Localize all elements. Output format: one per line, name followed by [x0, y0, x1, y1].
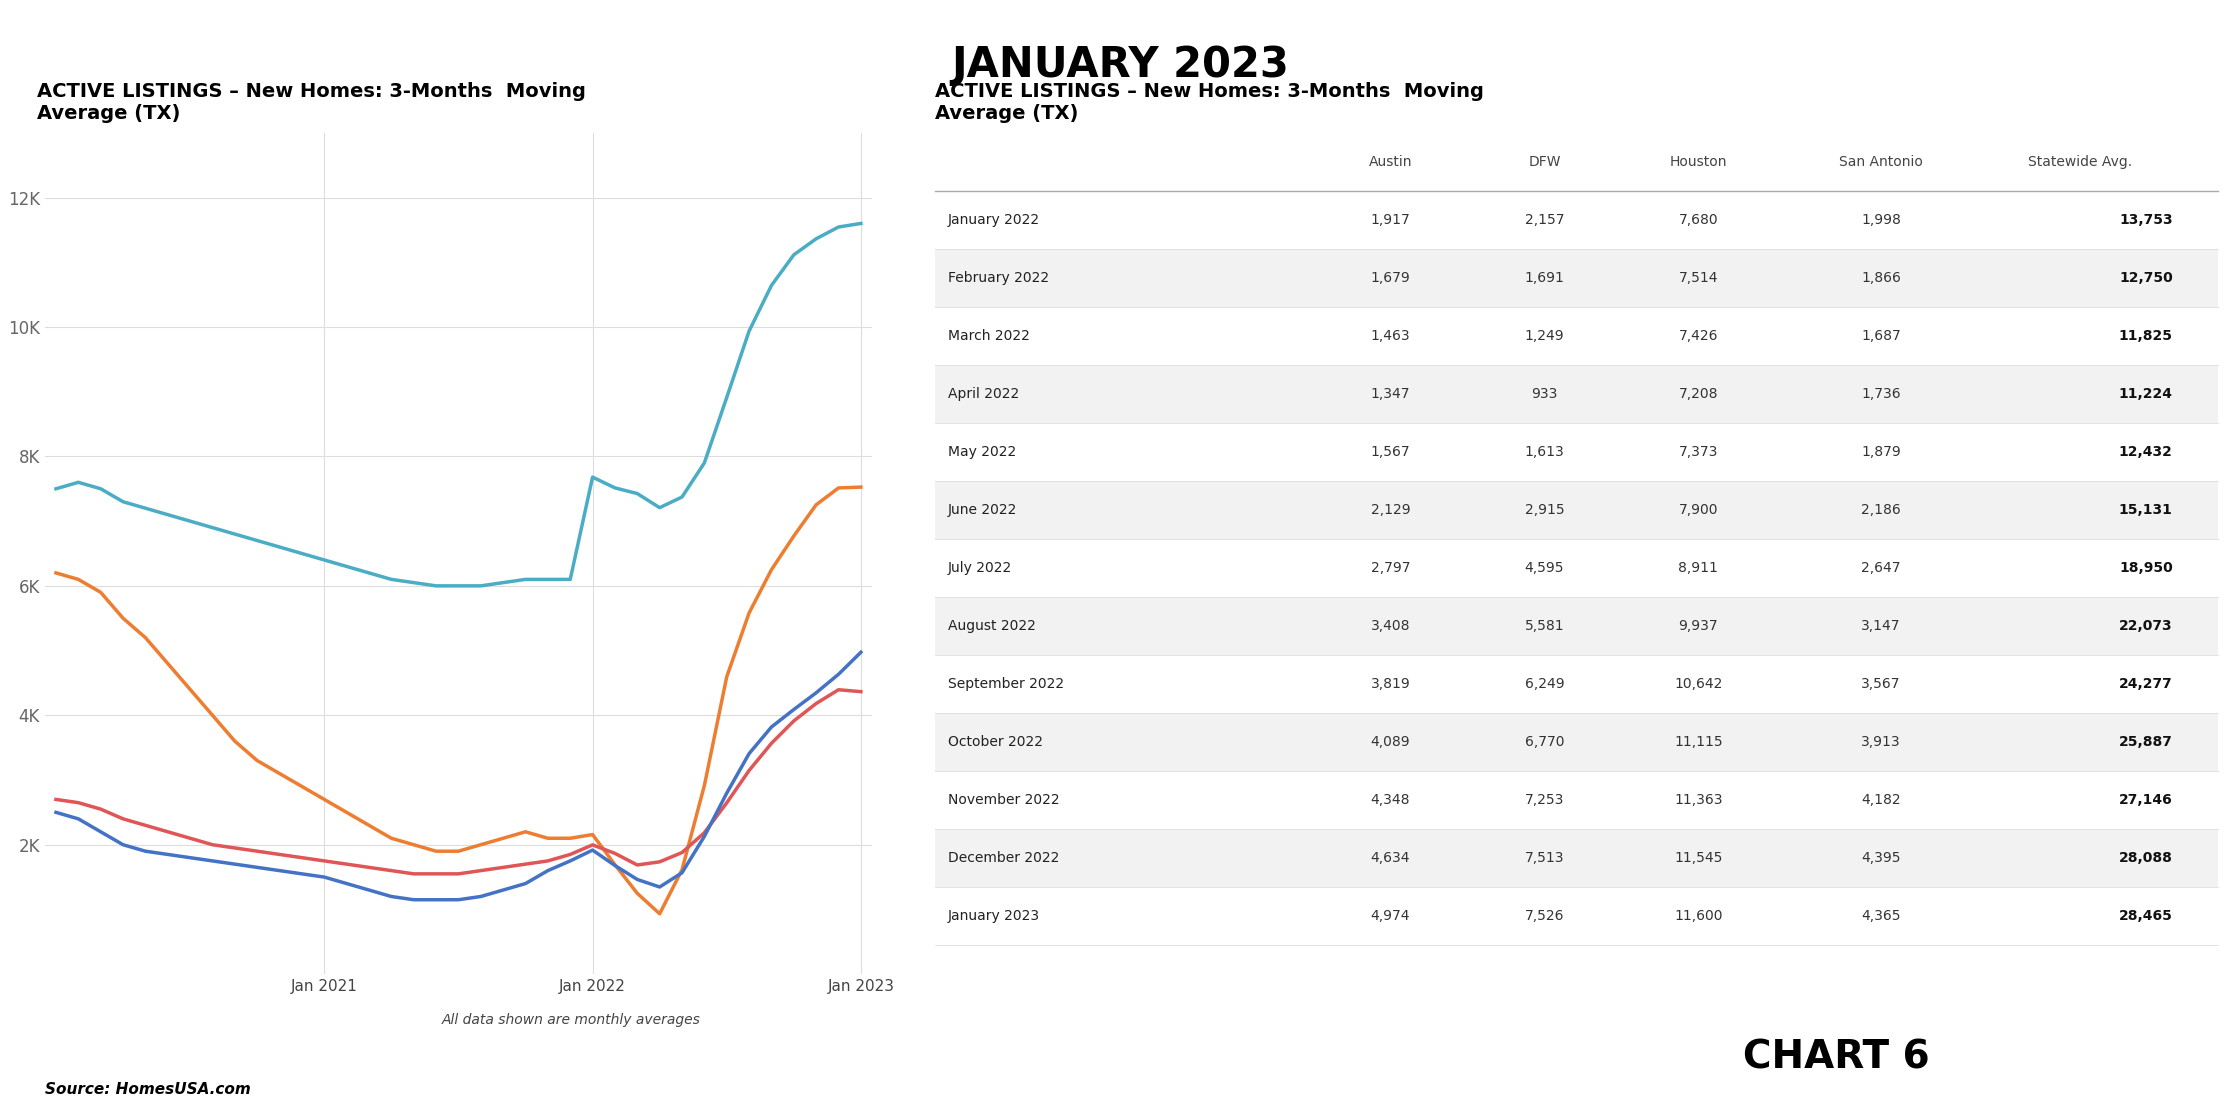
Text: November 2022: November 2022 — [948, 793, 1060, 807]
Text: 2,915: 2,915 — [1525, 503, 1564, 517]
Text: 1,866: 1,866 — [1861, 271, 1902, 284]
Text: 11,224: 11,224 — [2119, 387, 2173, 401]
Text: 4,089: 4,089 — [1371, 735, 1411, 749]
Text: 1,691: 1,691 — [1525, 271, 1564, 284]
Text: Statewide Avg.: Statewide Avg. — [2027, 155, 2132, 169]
Text: 933: 933 — [1532, 387, 1557, 401]
Text: 18,950: 18,950 — [2119, 561, 2173, 575]
Text: 1,463: 1,463 — [1371, 329, 1411, 343]
Text: October 2022: October 2022 — [948, 735, 1044, 749]
Text: 15,131: 15,131 — [2119, 503, 2173, 517]
Text: 10,642: 10,642 — [1673, 677, 1723, 691]
Text: 1,613: 1,613 — [1525, 445, 1564, 459]
Bar — [936, 249, 2218, 307]
Text: 1,917: 1,917 — [1371, 213, 1411, 227]
Text: 1,879: 1,879 — [1861, 445, 1902, 459]
Text: 7,373: 7,373 — [1678, 445, 1718, 459]
Bar — [936, 597, 2218, 655]
Text: 12,750: 12,750 — [2119, 271, 2173, 284]
Text: 7,426: 7,426 — [1678, 329, 1718, 343]
Text: April 2022: April 2022 — [948, 387, 1019, 401]
Text: 6,249: 6,249 — [1525, 677, 1564, 691]
Text: 2,129: 2,129 — [1371, 503, 1411, 517]
Text: 9,937: 9,937 — [1678, 619, 1718, 633]
Text: 1,736: 1,736 — [1861, 387, 1902, 401]
Text: 2,797: 2,797 — [1371, 561, 1411, 575]
Bar — [936, 480, 2218, 539]
Bar — [936, 713, 2218, 772]
Text: March 2022: March 2022 — [948, 329, 1030, 343]
Text: 11,115: 11,115 — [1673, 735, 1723, 749]
Text: 4,365: 4,365 — [1861, 909, 1902, 923]
Text: All data shown are monthly averages: All data shown are monthly averages — [441, 1013, 701, 1027]
Text: 22,073: 22,073 — [2119, 619, 2173, 633]
Text: 1,998: 1,998 — [1861, 213, 1902, 227]
Text: 1,687: 1,687 — [1861, 329, 1902, 343]
Text: 28,088: 28,088 — [2119, 851, 2173, 865]
Text: 11,600: 11,600 — [1673, 909, 1723, 923]
Text: 4,974: 4,974 — [1371, 909, 1411, 923]
Text: Source: HomesUSA.com: Source: HomesUSA.com — [45, 1082, 251, 1097]
Text: 7,513: 7,513 — [1525, 851, 1564, 865]
Text: 3,147: 3,147 — [1861, 619, 1902, 633]
Text: 11,363: 11,363 — [1673, 793, 1723, 807]
Text: 25,887: 25,887 — [2119, 735, 2173, 749]
Text: 11,825: 11,825 — [2119, 329, 2173, 343]
Text: 7,253: 7,253 — [1525, 793, 1564, 807]
Text: JANUARY 2023: JANUARY 2023 — [952, 44, 1288, 86]
Text: 3,913: 3,913 — [1861, 735, 1902, 749]
Text: September 2022: September 2022 — [948, 677, 1064, 691]
Text: January 2022: January 2022 — [948, 213, 1039, 227]
Text: 4,634: 4,634 — [1371, 851, 1411, 865]
Bar — [936, 829, 2218, 887]
Text: 4,595: 4,595 — [1525, 561, 1564, 575]
Text: 7,526: 7,526 — [1525, 909, 1564, 923]
Text: 13,753: 13,753 — [2119, 213, 2173, 227]
Text: DFW: DFW — [1528, 155, 1561, 169]
Text: July 2022: July 2022 — [948, 561, 1012, 575]
Text: 1,347: 1,347 — [1371, 387, 1411, 401]
Text: 3,819: 3,819 — [1371, 677, 1411, 691]
Text: ACTIVE LISTINGS – New Homes: 3-Months  Moving
Average (TX): ACTIVE LISTINGS – New Homes: 3-Months Mo… — [36, 82, 585, 123]
Text: 1,679: 1,679 — [1371, 271, 1411, 284]
Text: ACTIVE LISTINGS – New Homes: 3-Months  Moving
Average (TX): ACTIVE LISTINGS – New Homes: 3-Months Mo… — [936, 82, 1485, 123]
Text: Austin: Austin — [1369, 155, 1411, 169]
Text: 11,545: 11,545 — [1673, 851, 1723, 865]
Text: 2,647: 2,647 — [1861, 561, 1902, 575]
Text: May 2022: May 2022 — [948, 445, 1017, 459]
Text: 12,432: 12,432 — [2119, 445, 2173, 459]
Text: 28,465: 28,465 — [2119, 909, 2173, 923]
Text: June 2022: June 2022 — [948, 503, 1017, 517]
Text: 2,186: 2,186 — [1861, 503, 1902, 517]
Text: 6,770: 6,770 — [1525, 735, 1564, 749]
Text: December 2022: December 2022 — [948, 851, 1060, 865]
Text: 27,146: 27,146 — [2119, 793, 2173, 807]
Text: 7,208: 7,208 — [1678, 387, 1718, 401]
Text: 4,348: 4,348 — [1371, 793, 1411, 807]
Bar — [936, 365, 2218, 423]
Text: Houston: Houston — [1669, 155, 1727, 169]
Text: 1,567: 1,567 — [1371, 445, 1411, 459]
Text: 3,408: 3,408 — [1371, 619, 1411, 633]
Text: August 2022: August 2022 — [948, 619, 1037, 633]
Text: 2,157: 2,157 — [1525, 213, 1564, 227]
Text: 24,277: 24,277 — [2119, 677, 2173, 691]
Text: 5,581: 5,581 — [1525, 619, 1564, 633]
Text: 4,395: 4,395 — [1861, 851, 1902, 865]
Text: 1,249: 1,249 — [1525, 329, 1564, 343]
Text: February 2022: February 2022 — [948, 271, 1048, 284]
Text: 7,514: 7,514 — [1678, 271, 1718, 284]
Text: 8,911: 8,911 — [1678, 561, 1718, 575]
Text: 4,182: 4,182 — [1861, 793, 1902, 807]
Text: January 2023: January 2023 — [948, 909, 1039, 923]
Text: CHART 6: CHART 6 — [1743, 1038, 1931, 1076]
Text: 3,567: 3,567 — [1861, 677, 1902, 691]
Text: 7,680: 7,680 — [1678, 213, 1718, 227]
Text: 7,900: 7,900 — [1678, 503, 1718, 517]
Text: San Antonio: San Antonio — [1839, 155, 1922, 169]
